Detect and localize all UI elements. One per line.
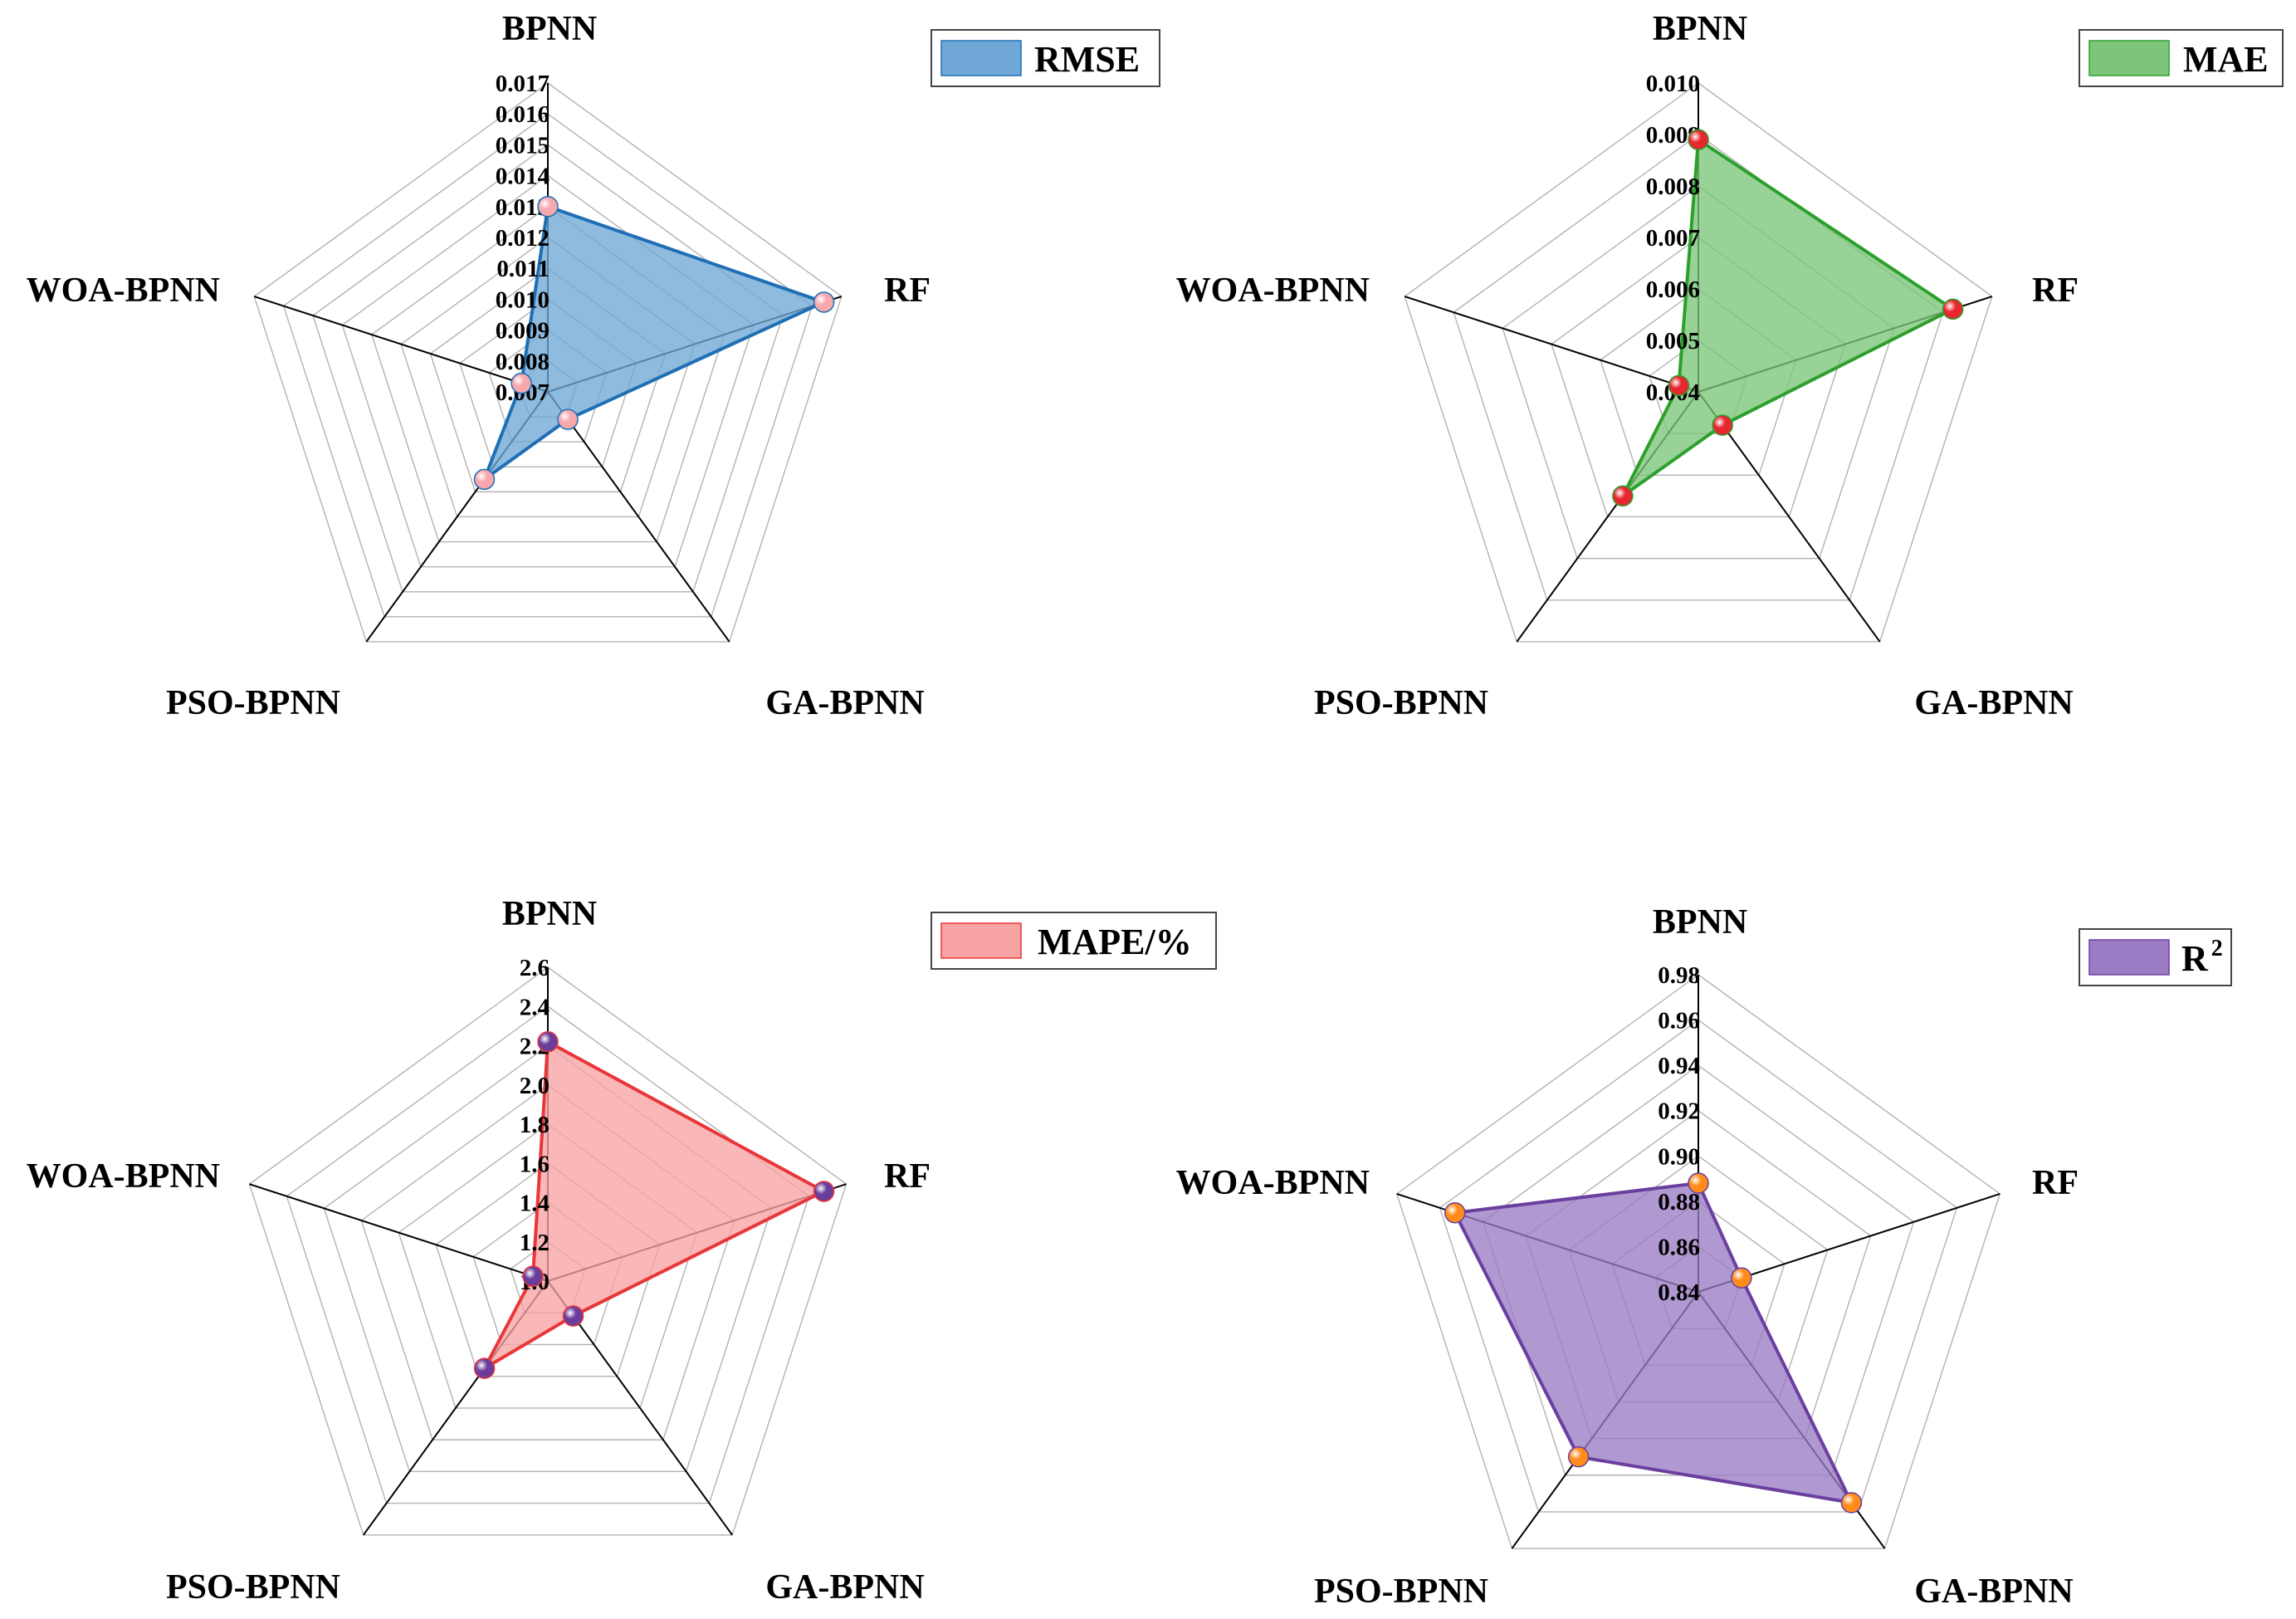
category-label-bpnn: BPNN: [1653, 903, 1747, 942]
legend-superscript: 2: [2211, 936, 2223, 961]
category-label-ga-bpnn: GA-BPNN: [765, 684, 924, 722]
category-label-rf: RF: [2032, 1164, 2079, 1202]
category-label-woa-bpnn: WOA-BPNN: [1176, 1164, 1370, 1202]
tick-label: 1.6: [520, 1151, 550, 1177]
grid-ring: [1404, 82, 1993, 643]
series-area-mae: [1621, 136, 1956, 498]
radar-panel-1: 0.0040.0050.0060.0070.0080.0090.010BPNNR…: [1176, 10, 2284, 722]
axis-spoke: [547, 391, 730, 643]
data-point-ga-bpnn: [1712, 414, 1733, 436]
tick-label: 0.009: [496, 318, 550, 345]
series-area-r2: [1452, 1181, 1854, 1505]
legend-swatch: [2088, 40, 2170, 76]
tick-label: 0.88: [1658, 1189, 1700, 1215]
category-label-woa-bpnn: WOA-BPNN: [27, 271, 220, 310]
category-label-woa-bpnn: WOA-BPNN: [27, 1157, 220, 1196]
axis-spoke: [253, 296, 549, 393]
legend-label: MAPE/%: [1038, 922, 1192, 962]
grid-ring: [253, 82, 843, 643]
data-point-pso-bpnn: [1612, 485, 1634, 507]
legend-label: MAE: [2183, 39, 2269, 80]
category-label-bpnn: BPNN: [502, 895, 597, 933]
tick-label: 0.017: [496, 71, 550, 97]
legend-swatch: [2088, 939, 2170, 976]
category-label-ga-bpnn: GA-BPNN: [1914, 1573, 2073, 1611]
data-point-woa-bpnn: [1668, 374, 1690, 397]
series-area-mape: [480, 1039, 828, 1373]
tick-label: 0.007: [1646, 225, 1700, 252]
data-point-woa-bpnn: [522, 1265, 544, 1287]
category-label-bpnn: BPNN: [502, 10, 597, 48]
radar-panel-3: 0.84 0.86 0.88 0.90 0.92 0.94 0.96 0.98 BPNN RF GA…: [1176, 903, 2232, 1611]
tick-label: 0.014: [496, 164, 550, 190]
data-point-rf: [813, 291, 835, 313]
tick-label: 2.4: [520, 994, 550, 1020]
tick-label: 0.98: [1658, 962, 1700, 989]
data-point-bpnn: [537, 196, 559, 218]
tick-label: 0.96: [1658, 1008, 1700, 1034]
data-point-pso-bpnn: [473, 1357, 496, 1379]
tick-label: 0.016: [496, 101, 550, 128]
tick-label: 0.008: [1646, 174, 1700, 200]
grid-ring: [1395, 974, 2001, 1549]
legend-swatch: [940, 922, 1022, 959]
data-point-bpnn: [1688, 1172, 1709, 1194]
data-point-bpnn: [537, 1031, 559, 1053]
data-point-pso-bpnn: [1567, 1445, 1590, 1468]
category-label-pso-bpnn: PSO-BPNN: [1314, 684, 1488, 722]
data-point-woa-bpnn: [1444, 1201, 1466, 1224]
category-label-woa-bpnn: WOA-BPNN: [1176, 271, 1370, 310]
category-label-rf: RF: [884, 1157, 931, 1196]
category-label-pso-bpnn: PSO-BPNN: [166, 1568, 340, 1607]
axis-spoke: [1404, 296, 1699, 393]
category-label-rf: RF: [2032, 271, 2079, 310]
data-point-rf: [1942, 298, 1964, 320]
tick-label: 1.8: [520, 1112, 550, 1138]
tick-label: 1.4: [520, 1191, 550, 1217]
tick-label: 0.011: [496, 256, 550, 282]
data-point-ga-bpnn: [1840, 1492, 1863, 1514]
tick-label: 0.005: [1646, 328, 1700, 355]
category-label-ga-bpnn: GA-BPNN: [765, 1568, 924, 1607]
data-point-rf: [1731, 1267, 1752, 1289]
tick-label: 0.90: [1658, 1143, 1700, 1170]
category-label-ga-bpnn: GA-BPNN: [1914, 684, 2073, 722]
tick-label: 1.2: [520, 1230, 550, 1256]
axis-spoke: [249, 1183, 549, 1282]
data-point-pso-bpnn: [473, 468, 496, 491]
category-label-bpnn: BPNN: [1653, 10, 1747, 48]
legend-swatch: [940, 40, 1022, 76]
radar-panel-2: 1.01.21.41.61.82.02.22.42.6BPNNRFGA-BPNN…: [27, 895, 1217, 1607]
tick-label: 0.006: [1646, 276, 1700, 303]
category-label-pso-bpnn: PSO-BPNN: [166, 684, 340, 722]
tick-label: 0.010: [1646, 71, 1700, 97]
tick-label: 0.010: [496, 286, 550, 313]
category-label-pso-bpnn: PSO-BPNN: [1314, 1573, 1488, 1611]
category-label-rf: RF: [884, 271, 931, 310]
grid-ring: [248, 966, 848, 1536]
tick-label: 0.012: [496, 225, 550, 252]
data-point-ga-bpnn: [562, 1305, 584, 1327]
data-point-woa-bpnn: [510, 372, 532, 394]
data-point-rf: [813, 1181, 835, 1202]
grid-ring: [282, 113, 813, 618]
radar-panel-0: 0.0070.0080.0090.0100.0110.0120.0130.014…: [27, 10, 1160, 722]
legend-label: RMSE: [1034, 39, 1140, 80]
tick-label: 0.84: [1658, 1279, 1700, 1306]
tick-label: 0.92: [1658, 1098, 1700, 1125]
tick-label: 0.008: [496, 349, 550, 375]
grid-ring: [1439, 1019, 1958, 1513]
data-point-ga-bpnn: [557, 408, 579, 430]
tick-label: 0.015: [496, 132, 550, 159]
tick-label: 0.86: [1658, 1234, 1700, 1260]
tick-label: 0.94: [1658, 1053, 1700, 1079]
tick-label: 2.6: [520, 955, 550, 981]
tick-label: 2.0: [520, 1073, 550, 1099]
data-point-bpnn: [1688, 129, 1709, 150]
